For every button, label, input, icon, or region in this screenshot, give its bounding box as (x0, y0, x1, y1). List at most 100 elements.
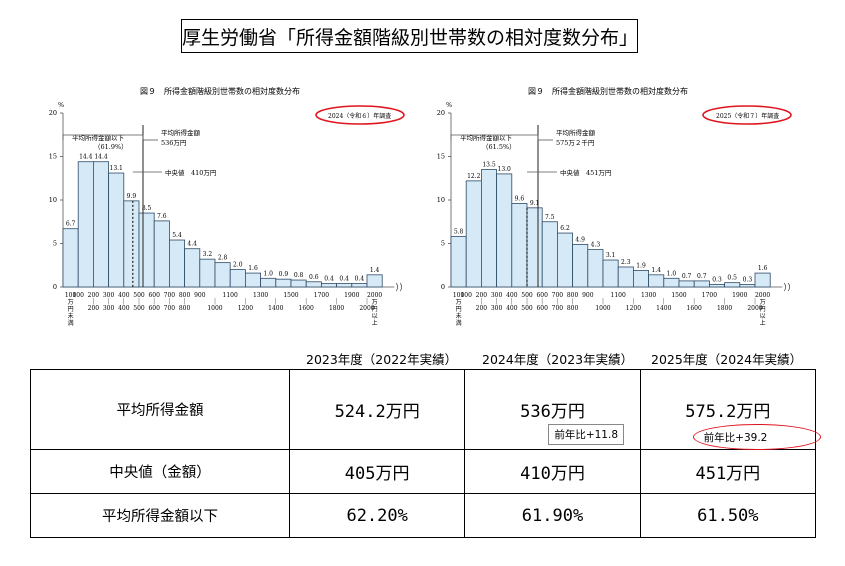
left-bar (320, 283, 337, 288)
right-x-tick-sep: | (632, 298, 634, 305)
right-bar-value-label: 13.0 (498, 166, 512, 173)
left-bar (62, 228, 79, 288)
right-bar-value-label: 3.1 (606, 252, 616, 259)
right-bar (663, 277, 680, 288)
right-bar-value-label: 0.5 (727, 275, 737, 282)
right-mean-value: 575万２千円 (556, 138, 594, 147)
left-x-tick-sep: | (184, 298, 186, 305)
right-y-tick-label: 5 (441, 240, 445, 248)
left-x-tick-label: 800 (179, 292, 191, 299)
right-bar-value-label: 0.3 (712, 276, 722, 283)
right-x-tick-label: 800 (567, 292, 579, 299)
right-x-tick-label: 900 (582, 292, 594, 299)
right-bar-value-label: 0.7 (697, 273, 707, 280)
comparison-table: 平均所得金額 524.2万円 536万円 前年比+11.8 575.2万円 前年… (30, 369, 821, 538)
right-bar (754, 272, 771, 288)
left-y-tick-label: 5 (53, 240, 57, 248)
histogram-2024: 図９ 所得金額階級別世帯数の相対度数分布 2024（令和６）年調査% 0 5 10 15 2… (49, 86, 405, 327)
table-row-below-mean: 平均所得金額以下 62.20% 61.90% 61.50% (30, 493, 817, 538)
right-bar (648, 274, 665, 288)
right-x-tick-sep: | (480, 298, 482, 305)
right-y-unit: % (446, 101, 452, 109)
right-bar-value-label: 2.3 (621, 259, 631, 266)
right-bar-value-label: 12.2 (467, 173, 481, 180)
right-bar (450, 236, 467, 288)
left-bar (290, 279, 307, 288)
left-bar-value-label: 8.5 (142, 205, 152, 212)
left-bar (366, 274, 383, 288)
right-x-tick-label: 未 (456, 312, 462, 320)
right-bar (739, 283, 756, 288)
left-x-tick-label-bottom: 1600 (299, 305, 314, 312)
left-bar-value-label: 2.8 (218, 255, 228, 262)
left-x-tick-label: 1100 (223, 292, 238, 299)
left-below-avg-pct: （61.9%） (94, 143, 128, 151)
left-bar (138, 212, 155, 288)
left-x-tick-label-bottom: 300 (103, 305, 115, 312)
left-bar-value-label: 14.4 (79, 154, 93, 161)
right-x-tick-sep: | (602, 298, 604, 305)
right-bar-value-label: 1.4 (651, 267, 661, 274)
right-below-avg-bracket (450, 134, 539, 140)
right-bar-value-label: 4.9 (575, 236, 585, 243)
right-x-tick-label-bottom: 500 (521, 305, 533, 312)
right-x-tick-label: 500 (521, 292, 533, 299)
right-x-tick-sep: | (724, 298, 726, 305)
left-bar (351, 283, 368, 288)
left-x-tick-label: 万 (372, 299, 378, 306)
left-x-tick-label: 400 (118, 292, 130, 299)
left-y-tick-label: 20 (49, 109, 57, 117)
left-x-tick-label: 満 (68, 319, 74, 327)
right-x-tick-label-bottom: 1200 (626, 305, 641, 312)
left-below-avg-label: 平均所得金額以下 (72, 133, 125, 142)
left-x-tick-label-bottom: 500 (133, 305, 145, 312)
left-x-tick-label: 以 (372, 313, 378, 320)
right-bar (632, 270, 649, 288)
left-x-tick-label: 上 (372, 319, 378, 327)
left-bar-value-label: 0.4 (324, 276, 334, 283)
left-bar (199, 258, 216, 288)
left-x-tick-label: 900 (194, 292, 206, 299)
right-x-tick-label-bottom: 1000 (595, 305, 610, 312)
right-x-tick-sep: | (526, 298, 528, 305)
cell-median-2025: 451万円 (639, 449, 817, 494)
right-below-avg-pct: （61.5%） (482, 143, 516, 151)
yoy-note-2024: 前年比+11.8 (548, 424, 625, 445)
right-x-tick-label-bottom: 600 (536, 305, 548, 312)
left-x-tick-label-bottom: 800 (179, 305, 191, 312)
right-x-tick-label-bottom: 800 (567, 305, 579, 312)
left-x-tick-label-bottom: 600 (148, 305, 160, 312)
right-x-tick-label: 1900 (732, 292, 747, 299)
left-y-unit: % (58, 101, 64, 109)
right-x-tick-label-bottom: 200 (476, 305, 488, 312)
table-row-median: 中央値（金額） 405万円 410万円 451万円 (30, 449, 817, 494)
right-bar (602, 259, 619, 288)
left-bar (305, 281, 322, 288)
right-bar-value-label: 9.1 (530, 200, 540, 207)
right-bar-value-label: 1.6 (758, 265, 768, 272)
cell-below-2025: 61.50% (639, 493, 817, 538)
left-bar-value-label: 2.0 (233, 262, 243, 269)
left-bar (184, 248, 201, 288)
left-y-tick-label: 10 (49, 196, 57, 204)
right-bar-value-label: 4.3 (591, 242, 601, 249)
left-x-tick-label: 500 (133, 292, 145, 299)
right-bar-value-label: 9.6 (515, 195, 525, 202)
year-header-2023: 2023年度（2022年実績） (306, 352, 458, 367)
right-bar (496, 173, 513, 288)
right-bar-value-label: 7.5 (545, 214, 555, 221)
value-mean-2023: 524.2万円 (334, 402, 420, 422)
left-x-tick-label: 円 (68, 306, 74, 313)
left-mean-value: 536万円 (161, 139, 186, 147)
left-x-tick-label: 100 (65, 292, 77, 299)
left-bar-value-label: 9.9 (127, 193, 137, 200)
right-x-tick-sep: | (572, 298, 574, 305)
right-x-tick-sep: | (541, 298, 543, 305)
left-x-tick-label: 700 (164, 292, 176, 299)
left-x-tick-label-bottom: 200 (88, 305, 100, 312)
left-x-tick-label-bottom: 400 (118, 305, 130, 312)
table-row-mean: 平均所得金額 524.2万円 536万円 前年比+11.8 575.2万円 前年… (30, 369, 821, 450)
right-survey-highlight (702, 105, 792, 125)
left-x-tick-label: 1500 (283, 292, 298, 299)
right-x-tick-sep: | (511, 298, 513, 305)
